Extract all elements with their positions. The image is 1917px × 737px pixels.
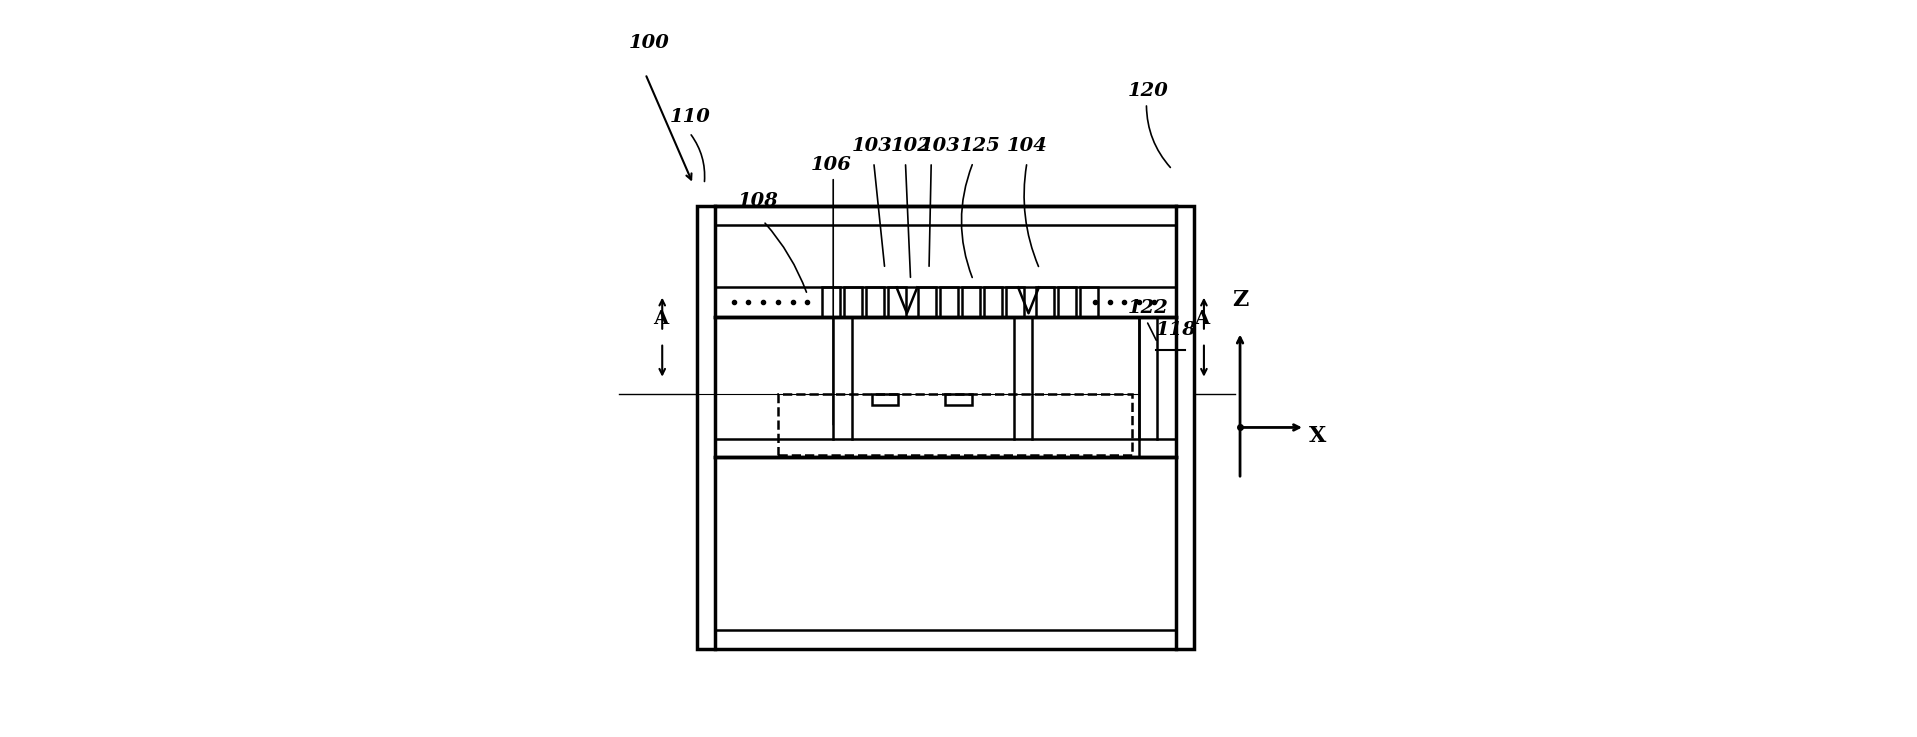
Bar [962, 287, 980, 317]
Text: 118: 118 [1156, 321, 1196, 339]
Text: A: A [1194, 310, 1210, 328]
Bar [1006, 287, 1024, 317]
Bar [1058, 287, 1075, 317]
Text: 108: 108 [738, 192, 778, 210]
Bar [866, 287, 884, 317]
Text: Z: Z [1233, 289, 1248, 311]
Bar [1079, 287, 1098, 317]
Bar [822, 287, 840, 317]
Text: 106: 106 [811, 156, 851, 173]
Bar [872, 394, 897, 405]
Bar [939, 287, 958, 317]
Text: 120: 120 [1127, 82, 1169, 99]
Bar [983, 287, 1003, 317]
Text: 102: 102 [891, 137, 932, 155]
Text: 122: 122 [1127, 299, 1169, 317]
Bar [918, 287, 935, 317]
Bar [888, 287, 907, 317]
Bar [945, 394, 972, 405]
Bar [843, 287, 863, 317]
Bar [1139, 317, 1175, 457]
Text: 125: 125 [960, 137, 1001, 155]
Bar [1035, 287, 1054, 317]
Text: 103: 103 [851, 137, 893, 155]
Text: 104: 104 [1006, 137, 1047, 155]
Bar [778, 394, 1131, 455]
Text: X: X [1309, 425, 1327, 447]
Text: A: A [652, 310, 667, 328]
Text: 110: 110 [669, 108, 711, 125]
Text: 100: 100 [629, 34, 669, 52]
Text: 103: 103 [920, 137, 960, 155]
